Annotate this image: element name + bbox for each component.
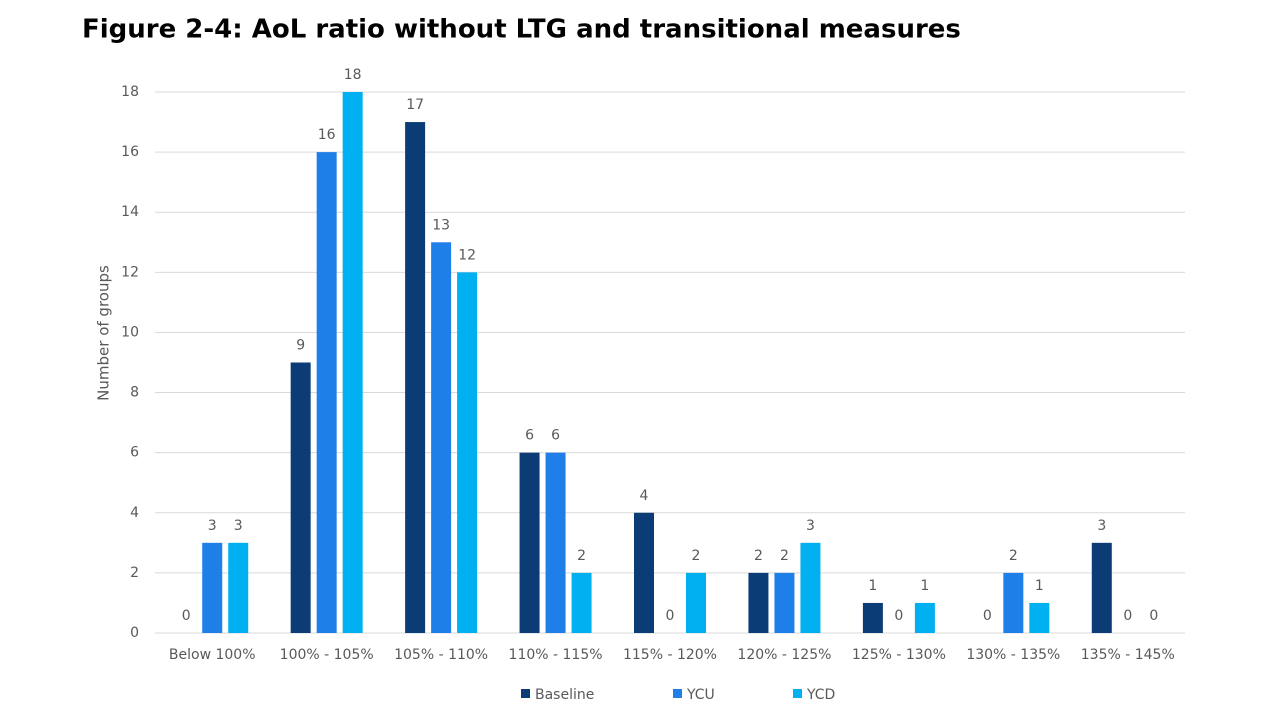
y-tick-label: 2	[130, 565, 139, 581]
bar	[545, 452, 566, 633]
data-label: 3	[806, 518, 815, 534]
data-label: 0	[1149, 608, 1158, 624]
bar	[748, 572, 769, 633]
data-label: 0	[983, 608, 992, 624]
bar	[457, 272, 478, 633]
data-label: 6	[551, 428, 560, 444]
y-tick-label: 10	[121, 324, 139, 340]
data-label: 0	[1123, 608, 1132, 624]
data-label: 2	[780, 548, 789, 564]
data-label: 2	[754, 548, 763, 564]
bar	[290, 362, 311, 633]
data-label: 2	[1009, 548, 1018, 564]
data-label: 9	[296, 338, 305, 354]
x-tick-label: 135% - 145%	[1081, 647, 1175, 663]
y-tick-label: 18	[121, 84, 139, 100]
x-tick-label: 115% - 120%	[623, 647, 717, 663]
bar	[914, 602, 935, 633]
legend-marker	[793, 689, 802, 698]
bar	[571, 572, 592, 633]
bar	[202, 542, 223, 633]
data-label: 13	[432, 217, 450, 233]
x-tick-label: 105% - 110%	[394, 647, 488, 663]
bar	[634, 512, 654, 633]
bar	[862, 602, 883, 633]
y-tick-label: 8	[130, 385, 139, 401]
data-label: 0	[666, 608, 675, 624]
legend-marker	[673, 689, 682, 698]
bar	[405, 122, 426, 634]
legend-label: YCD	[806, 687, 835, 703]
legend-label: Baseline	[535, 687, 594, 703]
bar	[1029, 602, 1050, 633]
x-tick-label: Below 100%	[169, 647, 256, 663]
data-label: 1	[920, 578, 929, 594]
data-label: 2	[692, 548, 701, 564]
data-label: 0	[894, 608, 903, 624]
y-axis-label: Number of groups	[95, 265, 113, 401]
bar	[800, 542, 821, 633]
data-label: 16	[318, 127, 336, 143]
data-label: 17	[406, 97, 424, 113]
y-tick-label: 4	[130, 505, 139, 521]
bar	[316, 152, 337, 633]
y-tick-label: 16	[121, 144, 139, 160]
bar	[686, 572, 706, 633]
bar	[342, 92, 363, 633]
y-tick-label: 14	[121, 204, 139, 220]
bar	[1091, 542, 1112, 633]
x-tick-label: 110% - 115%	[509, 647, 603, 663]
x-tick-label: 100% - 105%	[280, 647, 374, 663]
x-tick-label: 120% - 125%	[737, 647, 831, 663]
data-label: 0	[182, 608, 191, 624]
y-tick-label: 6	[130, 445, 139, 461]
legend-label: YCU	[686, 687, 715, 703]
x-tick-label: 130% - 135%	[966, 647, 1060, 663]
data-label: 3	[208, 518, 217, 534]
bar	[774, 572, 795, 633]
y-tick-label: 12	[121, 264, 139, 280]
data-label: 1	[1035, 578, 1044, 594]
data-label: 18	[344, 67, 362, 83]
data-label: 12	[458, 247, 476, 263]
data-label: 6	[525, 428, 534, 444]
x-tick-label: 125% - 130%	[852, 647, 946, 663]
data-label: 1	[868, 578, 877, 594]
legend-marker	[521, 689, 530, 698]
bar	[431, 242, 452, 633]
data-label: 3	[1097, 518, 1106, 534]
bar	[519, 452, 540, 633]
data-label: 3	[234, 518, 243, 534]
y-tick-label: 0	[130, 625, 139, 641]
data-label: 4	[640, 488, 649, 504]
bar	[228, 542, 249, 633]
bar	[1003, 572, 1024, 633]
data-label: 2	[577, 548, 586, 564]
chart-title: Figure 2-4: AoL ratio without LTG and tr…	[82, 15, 961, 45]
